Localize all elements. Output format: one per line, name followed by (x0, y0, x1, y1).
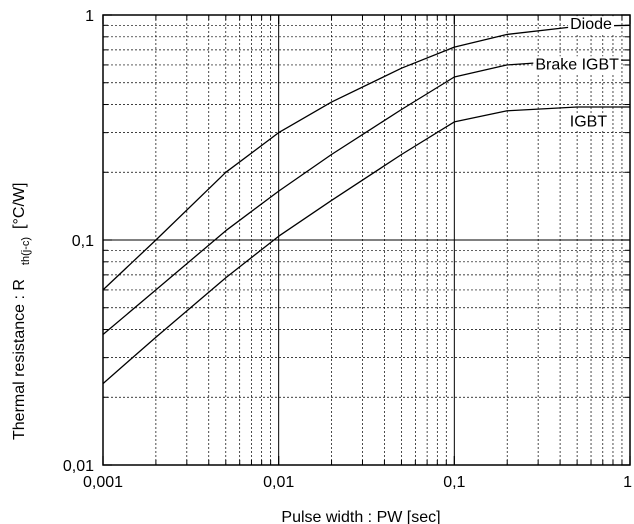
series-lines (102, 24, 631, 385)
diode-series-label: Diode (570, 16, 612, 33)
y-axis-title-unit: [°C/W] (11, 183, 28, 229)
igbt-series-label: IGBT (570, 113, 608, 130)
y-tick-label: 0,01 (63, 458, 94, 475)
x-tick-label: 1 (623, 474, 632, 491)
major-gridlines (103, 15, 630, 465)
diode-label-background (568, 16, 615, 34)
brake-igbt-series-label: Brake IGBT (535, 56, 619, 73)
series-labels: Diode Brake IGBT IGBT (533, 16, 622, 131)
y-tick-label: 0,1 (72, 233, 94, 250)
x-axis-title: Pulse width : PW [sec] (281, 509, 440, 524)
diode-series-line (102, 24, 631, 291)
y-axis-title-sub: th(j-c) (20, 237, 32, 265)
x-tick-labels: 0,001 0,01 0,1 1 (83, 474, 632, 491)
x-tick-label: 0,1 (443, 474, 465, 491)
svg-text:Thermal resistance : Rth(j-c)[: Thermal resistance : R th(j-c) [°C/W] (11, 183, 32, 440)
y-axis-title: Thermal resistance : R th(j-c) [°C/W] (11, 183, 32, 440)
x-tick-label: 0,01 (263, 474, 294, 491)
x-tick-label: 0,001 (83, 474, 123, 491)
brake-igbt-label-background (533, 56, 622, 74)
brake-igbt-series-line (102, 59, 630, 335)
axis-ticks (102, 14, 631, 466)
y-tick-labels: 0,01 0,1 1 (63, 8, 94, 475)
y-axis-title-main: Thermal resistance : R (11, 279, 28, 440)
igbt-series-line (102, 106, 630, 385)
y-tick-label: 1 (85, 8, 94, 25)
igbt-label-background (567, 113, 610, 131)
